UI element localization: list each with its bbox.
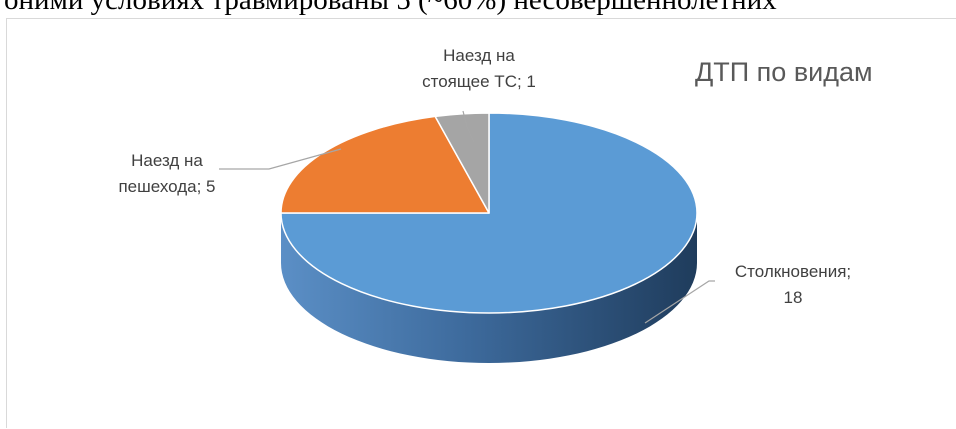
document-text-line: оними условиях травмированы 5 (~60%) нес… [4, 0, 777, 16]
chart-area: Столкновения; 18 Наезд на пешехода; 5 Наезд … [6, 18, 956, 428]
leader-line-0 [644, 280, 715, 324]
pie-side-wall [281, 213, 697, 363]
leader-line-2 [462, 110, 475, 143]
data-label-0: Столкновения; 18 [735, 262, 851, 307]
slice-parked-vehicle [434, 112, 490, 214]
leader-lines [219, 110, 715, 324]
data-label-line: Наезд на [443, 46, 515, 65]
data-label-line: стоящее ТС; 1 [422, 72, 536, 91]
pie-side-group [281, 213, 697, 363]
chart-title: ДТП по видам [695, 57, 873, 87]
data-label-line: Наезд на [131, 151, 203, 170]
pie-top-group [280, 112, 698, 314]
data-label-2: Наезд на стоящее ТС; 1 [422, 46, 536, 91]
leader-line-1 [219, 148, 342, 170]
data-label-line: Столкновения; [735, 262, 851, 281]
data-label-1: Наезд на пешехода; 5 [118, 151, 215, 196]
data-label-line: пешехода; 5 [118, 177, 215, 196]
data-label-line: 18 [784, 288, 803, 307]
slice-pedestrian [280, 115, 490, 214]
slice-collisions [280, 112, 698, 314]
